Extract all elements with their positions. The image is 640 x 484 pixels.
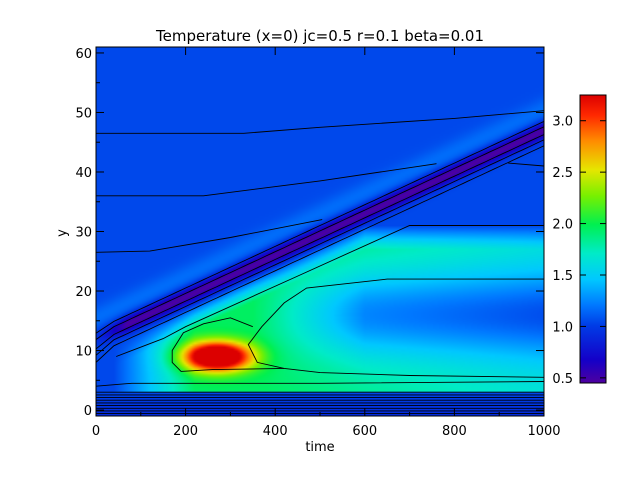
contour-upper-1 (96, 110, 544, 134)
y-tick-label: 40 (75, 166, 92, 181)
x-tick-label: 800 (442, 424, 467, 439)
colorbar-tick-label: 2.5 (552, 166, 573, 181)
contour-wake (247, 278, 544, 378)
contour-front-b (96, 139, 544, 356)
y-tick-label: 20 (75, 285, 92, 300)
y-tick-label: 60 (75, 47, 92, 62)
contour-upper-2 (96, 163, 437, 197)
y-tick-label: 50 (75, 106, 92, 121)
contour-upper-3 (96, 219, 323, 253)
colorbar (579, 94, 607, 384)
contour-front-e (96, 120, 544, 334)
chart-title: Temperature (x=0) jc=0.5 r=0.1 beta=0.01 (155, 27, 484, 45)
x-tick-label: 400 (263, 424, 288, 439)
contour-front-d (96, 126, 544, 340)
y-tick-label: 10 (75, 345, 92, 360)
x-tick-label: 200 (173, 424, 198, 439)
contour-hot-outer (171, 317, 285, 372)
contour-front-c (96, 134, 544, 350)
contour-front-a (96, 145, 544, 363)
contour-wedge-upper (508, 162, 544, 167)
x-tick-label: 600 (352, 424, 377, 439)
y-tick-label: 30 (75, 226, 92, 241)
y-tick-label: 0 (84, 404, 92, 419)
x-tick-label: 1000 (527, 424, 560, 439)
x-axis-label: time (305, 440, 334, 455)
colorbar-tick-label: 1.0 (552, 320, 573, 335)
x-tick-label: 0 (92, 424, 100, 439)
contour-wedge-top (116, 225, 544, 357)
colorbar-tick-label: 0.5 (552, 372, 573, 387)
colorbar-tick-label: 1.5 (552, 269, 573, 284)
heatmap-image (96, 47, 544, 416)
contour-bottom (96, 381, 544, 387)
colorbar-tick-label: 2.0 (552, 218, 573, 233)
y-axis-label: y (55, 229, 70, 237)
colorbar-tick-label: 3.0 (552, 115, 573, 130)
